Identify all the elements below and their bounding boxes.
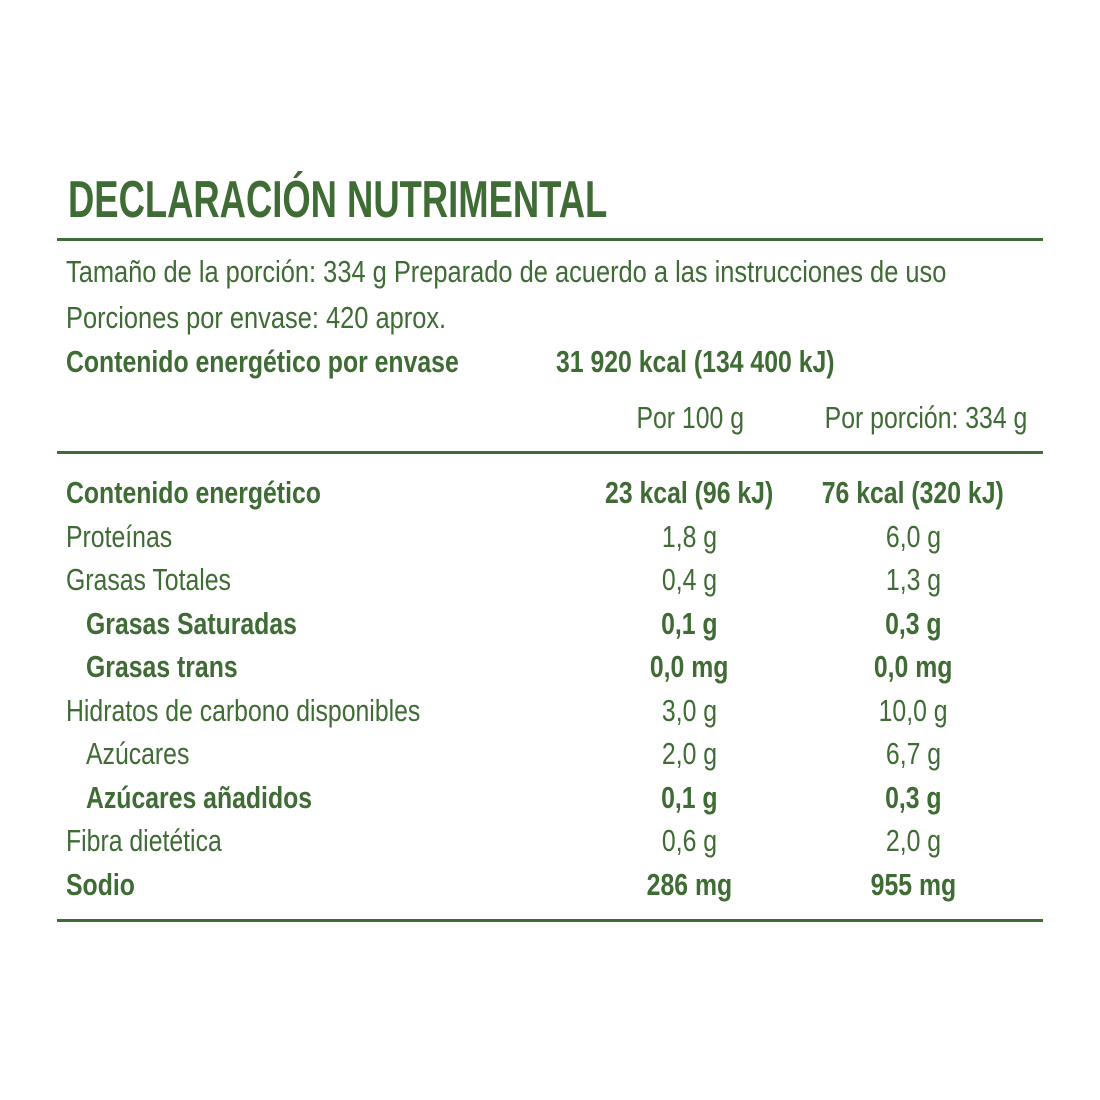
nutrient-name: Contenido energético xyxy=(66,473,385,513)
nutrient-name: Fibra dietética xyxy=(66,821,261,861)
nutrient-name: Proteínas xyxy=(66,517,199,557)
value-per-100g: 23 kcal (96 kJ) xyxy=(604,475,774,510)
value-per-100g: 1,8 g xyxy=(489,517,889,557)
nutrient-name: Azúcares añadidos xyxy=(86,778,369,818)
value-per-serving: 0,3 g xyxy=(713,604,1100,644)
value-per-100g: 0,4 g xyxy=(489,560,889,600)
value-per-serving: 6,7 g xyxy=(885,736,941,771)
value-per-100g: 0,1 g xyxy=(660,779,718,815)
energy-value: 31 920 kcal (134 400 kJ) xyxy=(556,344,835,379)
value-per-100g: 286 mg xyxy=(646,866,732,902)
value-per-serving: 0,0 mg xyxy=(873,649,953,684)
rule xyxy=(57,238,1043,241)
nutrient-name: Contenido energético xyxy=(66,475,321,510)
value-per-serving: 6,7 g xyxy=(713,734,1100,774)
nutrient-name: Fibra dietética xyxy=(66,823,222,858)
nutrient-name: Grasas Saturadas xyxy=(86,604,350,644)
nutrient-name: Azúcares xyxy=(86,736,190,771)
value-per-100g: 23 kcal (96 kJ) xyxy=(489,473,889,513)
servings-per-container: Porciones por envase: 420 aprox. xyxy=(66,300,447,335)
rule xyxy=(57,451,1043,454)
value-per-100g: 286 mg xyxy=(489,865,889,905)
value-per-serving: 1,3 g xyxy=(885,562,941,597)
nutrient-name: Grasas trans xyxy=(86,647,276,687)
value-per-serving: 2,0 g xyxy=(713,821,1100,861)
value-per-100g: 2,0 g xyxy=(661,736,717,771)
value-per-serving: 0,3 g xyxy=(884,605,942,641)
value-per-serving: 0,3 g xyxy=(884,779,942,815)
value-per-100g: 0,1 g xyxy=(489,604,889,644)
value-per-serving: 1,3 g xyxy=(713,560,1100,600)
value-per-100g: 1,8 g xyxy=(661,518,717,554)
value-per-serving: 76 kcal (320 kJ) xyxy=(821,475,1004,510)
title: DECLARACIÓN NUTRIMENTAL xyxy=(68,171,608,229)
nutrient-name: Hidratos de carbono disponibles xyxy=(66,692,421,728)
value-per-serving: 2,0 g xyxy=(885,823,941,858)
nutrient-name: Sodio xyxy=(66,865,152,905)
nutrient-name: Sodio xyxy=(66,866,135,902)
rule xyxy=(57,919,1043,922)
value-per-serving: 10,0 g xyxy=(878,692,948,728)
value-per-serving: 6,0 g xyxy=(885,518,941,554)
energy-label: Contenido energético por envase xyxy=(66,344,459,379)
nutrient-name: Proteínas xyxy=(66,518,173,554)
value-per-serving: 955 mg xyxy=(870,866,956,902)
value-per-serving: 955 mg xyxy=(713,865,1100,905)
serving-size: Tamaño de la porción: 334 g Preparado de… xyxy=(66,254,947,289)
value-per-100g: 3,0 g xyxy=(661,692,717,728)
value-per-100g: 0,1 g xyxy=(489,778,889,818)
nutrient-name: Grasas Totales xyxy=(66,560,272,600)
nutrient-name: Grasas Totales xyxy=(66,562,231,597)
nutrient-name: Hidratos de carbono disponibles xyxy=(66,691,509,731)
value-per-serving: 0,3 g xyxy=(713,778,1100,818)
nutrient-name: Azúcares añadidos xyxy=(86,779,313,815)
value-per-100g: 0,4 g xyxy=(661,562,717,597)
column-header: Por 100 g xyxy=(636,400,744,435)
column-header: Por porción: 334 g xyxy=(824,400,1027,435)
value-per-100g: 2,0 g xyxy=(489,734,889,774)
value-per-100g: 0,0 mg xyxy=(649,649,729,684)
value-per-100g: 0,1 g xyxy=(660,605,718,641)
value-per-serving: 10,0 g xyxy=(713,691,1100,731)
nutrient-name: Grasas Saturadas xyxy=(86,605,297,641)
value-per-serving: 6,0 g xyxy=(713,517,1100,557)
nutrient-name: Azúcares xyxy=(86,734,215,774)
nutrient-name: Grasas trans xyxy=(86,649,238,684)
value-per-100g: 0,6 g xyxy=(489,821,889,861)
value-per-100g: 0,6 g xyxy=(661,823,717,858)
value-per-serving: 0,0 mg xyxy=(713,647,1100,687)
value-per-100g: 0,0 mg xyxy=(489,647,889,687)
value-per-serving: 76 kcal (320 kJ) xyxy=(713,473,1100,513)
value-per-100g: 3,0 g xyxy=(489,691,889,731)
